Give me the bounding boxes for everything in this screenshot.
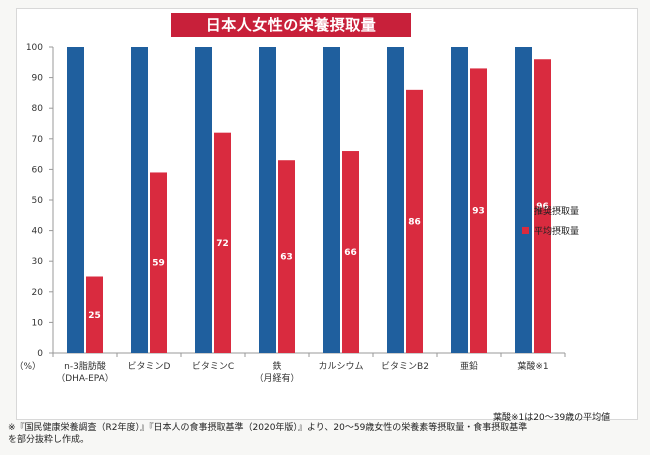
- footnote-line-1: ※『国民健康栄養調査（R2年度）』『日本人の食事摂取基準（2020年版）』より、…: [8, 423, 528, 433]
- x-category-label: ビタミンD: [128, 361, 171, 372]
- bar-average: [342, 151, 359, 353]
- x-category-label: 亜鉛: [460, 360, 478, 372]
- bar-recommended: [515, 47, 532, 353]
- bar-recommended: [195, 47, 212, 353]
- y-tick-label: 20: [32, 288, 44, 298]
- data-label-average: 86: [408, 217, 421, 227]
- legend-label-recommended: 推奨摂取量: [534, 206, 580, 217]
- bar-average: [278, 160, 295, 353]
- data-label-average: 25: [88, 311, 101, 321]
- bar-recommended: [451, 47, 468, 353]
- legend-label-average: 平均摂取量: [534, 226, 580, 237]
- data-label-average: 96: [536, 202, 549, 212]
- data-label-average: 59: [152, 259, 165, 269]
- legend-item-recommended: 推奨摂取量: [522, 200, 579, 220]
- bar-recommended: [323, 47, 340, 353]
- y-tick-label: 40: [32, 227, 44, 237]
- y-tick-label: 70: [32, 135, 44, 145]
- bar-average: [150, 172, 167, 353]
- bar-average: [86, 276, 103, 353]
- y-tick-label: 0: [37, 349, 43, 359]
- data-label-average: 66: [344, 248, 357, 258]
- footnote-line-2: を部分抜粋し作成。: [8, 435, 90, 445]
- legend: 推奨摂取量 平均摂取量: [522, 200, 579, 240]
- data-label-average: 72: [216, 239, 229, 249]
- x-category-label: ビタミンC: [192, 361, 234, 372]
- y-tick-label: 80: [32, 104, 44, 114]
- x-category-label: （月経有）: [254, 372, 299, 384]
- legend-swatch-blue: [522, 206, 529, 214]
- bar-recommended: [259, 47, 276, 353]
- bar-average: [470, 68, 487, 354]
- data-label-average: 93: [472, 207, 485, 217]
- x-category-label: n-3脂肪酸: [64, 360, 106, 372]
- legend-item-average: 平均摂取量: [522, 220, 579, 240]
- bar-average: [406, 89, 423, 353]
- x-category-label: 鉄: [272, 360, 281, 372]
- y-tick-label: 90: [32, 74, 44, 84]
- x-category-label: 葉酸※1: [517, 360, 548, 372]
- y-tick-label: 50: [32, 196, 44, 206]
- y-axis-unit: （%）: [14, 361, 41, 372]
- data-label-average: 63: [280, 253, 293, 263]
- y-tick-label: 60: [32, 165, 44, 175]
- source-footnote: ※『国民健康栄養調査（R2年度）』『日本人の食事摂取基準（2020年版）』より、…: [8, 422, 638, 446]
- bar-average: [214, 132, 231, 353]
- y-tick-label: 10: [32, 318, 44, 328]
- y-tick-label: 30: [32, 257, 44, 267]
- y-tick-label: 100: [26, 43, 43, 53]
- chart-title: 日本人女性の栄養摂取量: [171, 13, 411, 37]
- x-category-label: カルシウム: [318, 361, 363, 372]
- bar-average: [534, 59, 551, 354]
- bar-recommended: [131, 47, 148, 353]
- bar-recommended: [67, 47, 84, 353]
- folate-note: 葉酸※1は20～39歳の平均値: [493, 413, 611, 423]
- x-category-label: （DHA-EPA）: [56, 373, 114, 384]
- legend-swatch-red: [522, 226, 529, 234]
- x-category-label: ビタミンB2: [381, 361, 429, 372]
- bar-recommended: [387, 47, 404, 353]
